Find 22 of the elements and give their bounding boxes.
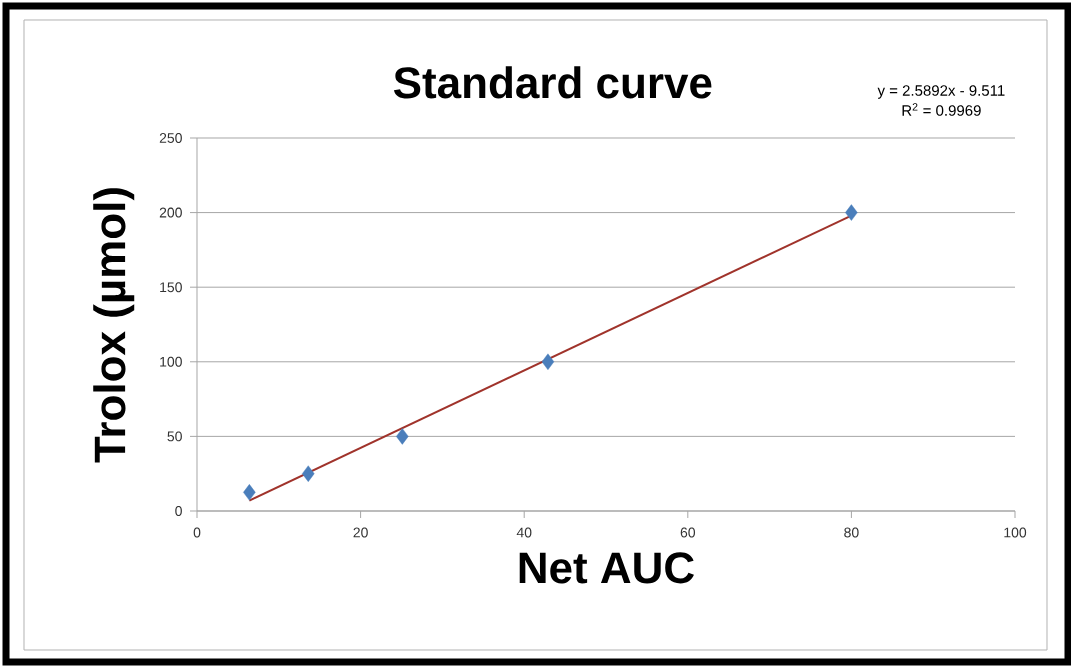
y-tick-label: 0 — [175, 506, 182, 516]
point — [396, 428, 409, 445]
y-tick-label: 200 — [159, 207, 182, 218]
x-tick-label: 80 — [844, 527, 859, 538]
x-tick-label: 100 — [1004, 527, 1027, 538]
y-tick-label: 100 — [160, 356, 182, 367]
x-tick-label: 60 — [680, 527, 696, 538]
y-tick-label: 50 — [167, 431, 182, 442]
text: y = 2.5892x - 9.511 — [877, 85, 1005, 99]
x-axis-title: Net AUC — [519, 552, 694, 584]
y-axis-title: Trolox (µmol) — [93, 188, 135, 463]
point — [243, 484, 256, 501]
y-tick-label: 150 — [160, 282, 182, 293]
chart-title: Standard curve — [393, 66, 712, 99]
y-tick-label: 250 — [159, 133, 182, 143]
x-tick-label: 20 — [353, 527, 368, 538]
x-tick-label: 0 — [193, 527, 201, 538]
point — [541, 353, 555, 370]
point — [302, 465, 315, 482]
x-tick-label: 40 — [516, 527, 532, 538]
text: R$^{2}$ = 0.9969 — [902, 103, 981, 116]
point — [845, 204, 858, 221]
